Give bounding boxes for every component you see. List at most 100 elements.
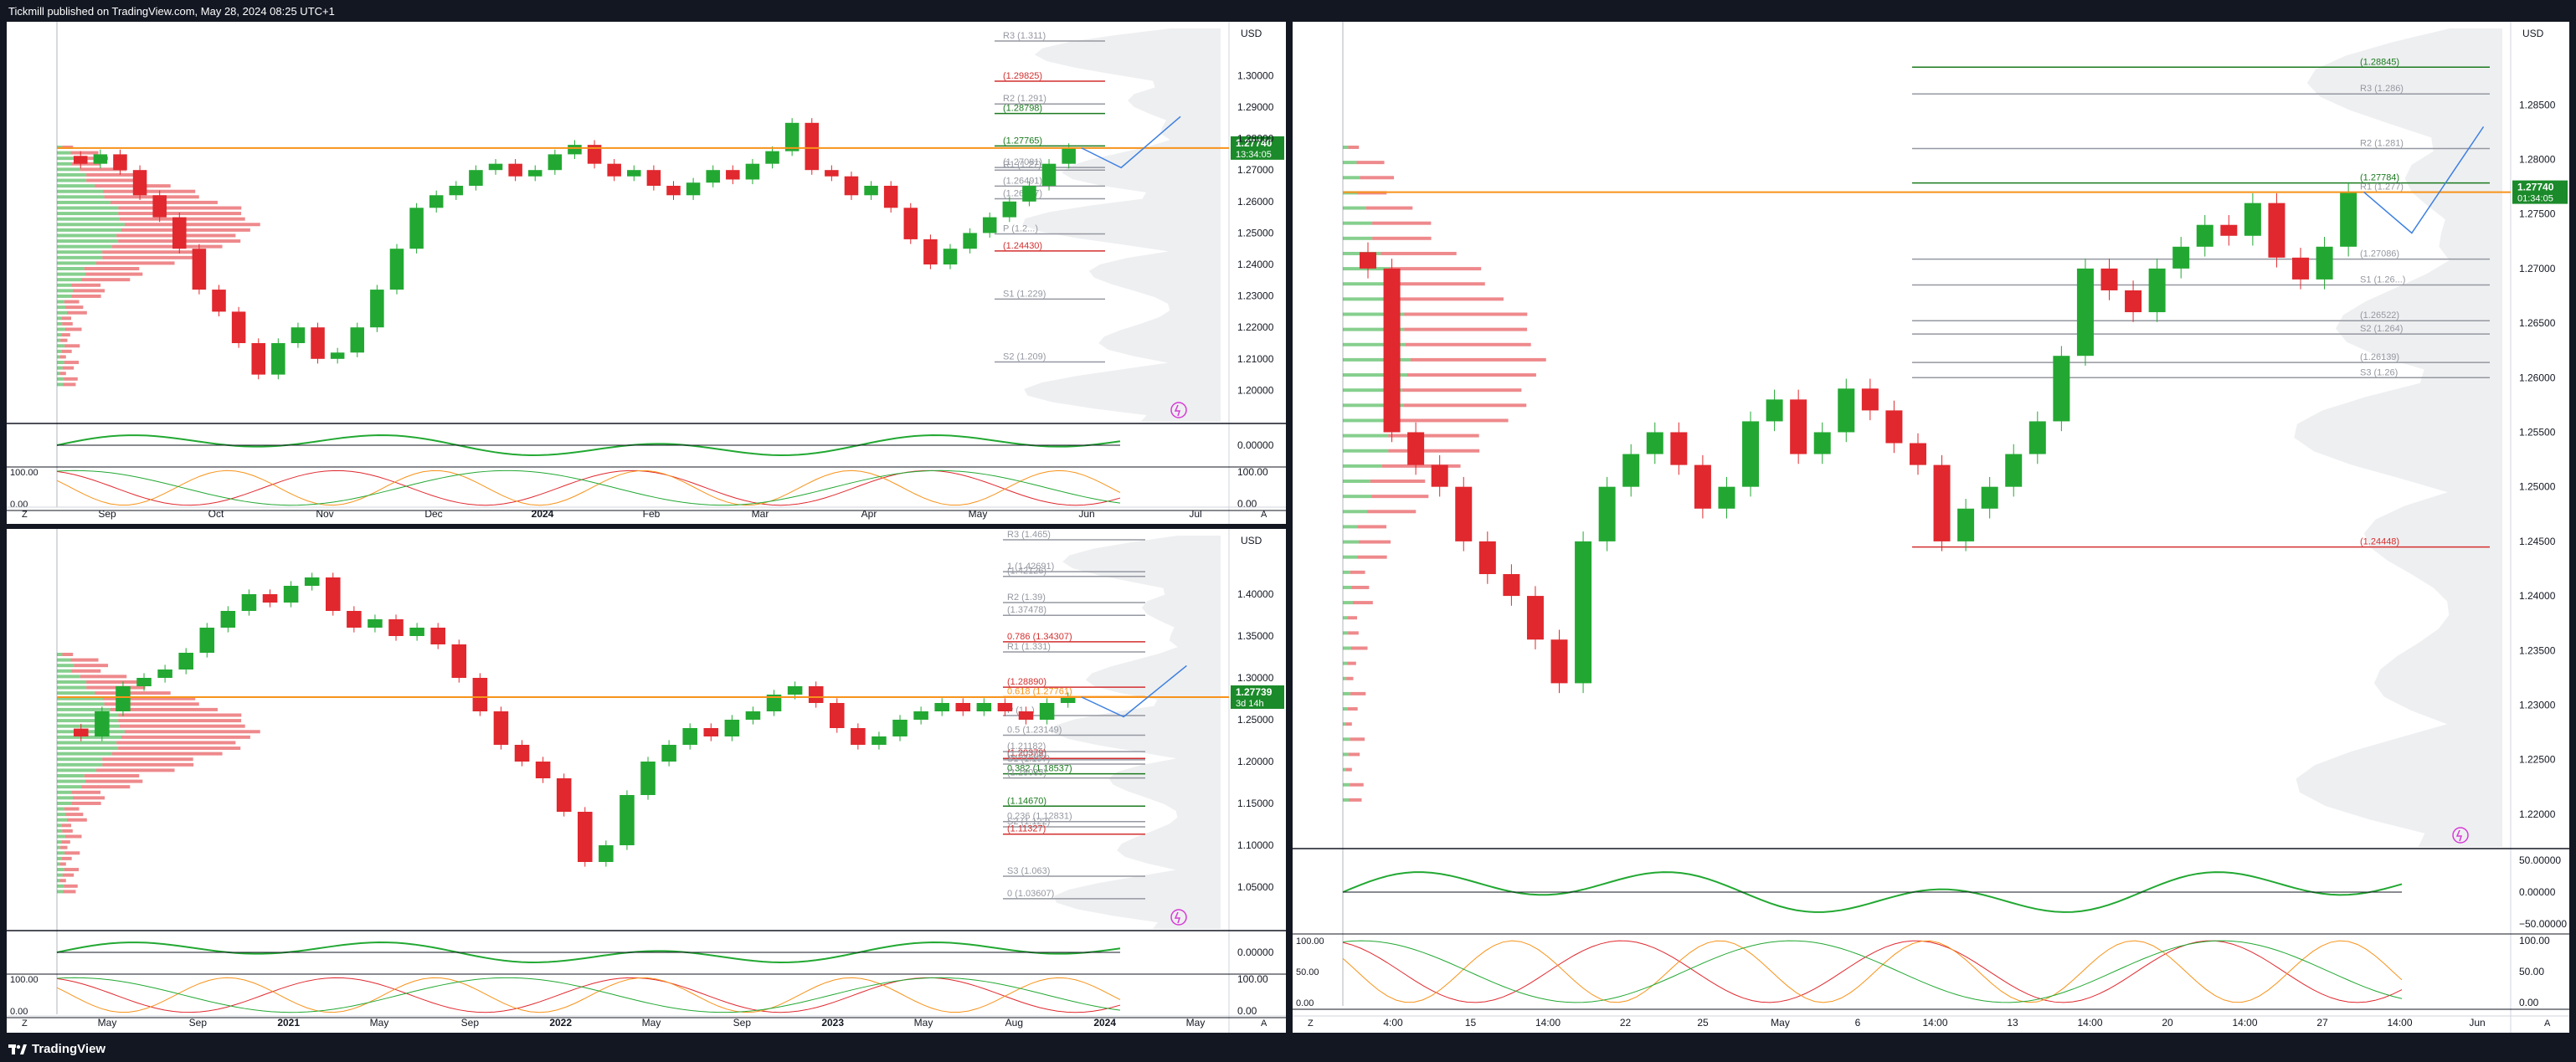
candle-body [2028,421,2046,454]
chart-panel-right[interactable]: (1.28845) R3 (1.286) R2 (1.281) (1.27784) R1… [1293,22,2569,1033]
level-label: (1.20379) [1007,748,1046,758]
candle-body [2005,454,2023,487]
candle-body [726,170,740,180]
candle-body [113,154,127,171]
volume-profile-bar-buy [57,244,112,249]
candle-body [514,745,530,762]
level-label: (1.11327) [1007,824,1046,834]
candle-body [251,343,265,375]
candle-body [913,711,928,720]
level-label: (1.18035) [1007,768,1046,778]
volume-profile-bar-sell [60,845,68,849]
volume-profile-bar-sell [61,840,70,844]
volume-profile-bar-sell [103,189,196,193]
volume-profile-bar-sell [1351,585,1370,589]
volume-profile-bar-buy [57,774,85,777]
time-tick-label: 14:00 [2077,1017,2102,1029]
rsi-line [56,941,1121,963]
stochastic-tick-label-left: 50.00 [1296,967,1319,977]
volume-profile-bar-sell [95,261,175,265]
volume-profile-bar-buy [57,675,80,679]
candle-body [703,728,719,736]
volume-profile-bar-sell [85,779,143,783]
candle-body [2340,192,2357,247]
volume-profile-bar-buy [57,338,61,342]
volume-profile-bar-sell [64,344,80,348]
candle-body [2125,290,2142,313]
candle-body [152,195,167,218]
candle-body [825,170,839,177]
volume-profile-bar-buy [57,372,60,376]
price-tick-label: 1.40000 [1237,588,1274,600]
volume-profile-bar-sell [62,829,73,833]
volume-profile-bar-sell [1396,297,1504,301]
volume-profile-bar-buy [1343,585,1352,589]
candle-body [409,208,424,249]
volume-profile-bar-buy [1343,342,1406,346]
candle-body [661,745,676,762]
volume-profile-bar-buy [57,289,74,293]
chart-panel-bottom-left[interactable]: R3 (1.465) 1 (1.42691) (1.42126) R2 (1.39) (… [7,529,1286,1033]
candle-body [409,628,424,636]
time-tick-label: 14:00 [2387,1017,2412,1029]
candle-body [578,812,593,862]
volume-profile-bar-buy [1343,752,1349,757]
candle-body [283,586,299,603]
volume-profile-bar-buy [57,172,87,177]
time-tick-label: 2024 [532,508,554,520]
price-tick-label: 1.27500 [2519,208,2556,220]
chart-panel-top-left[interactable]: R3 (1.311) (1.29825) R2 (1.291) (1.28798) (1… [7,22,1286,524]
volume-profile-bar-sell [102,250,193,254]
candlestick-chart-right[interactable]: (1.28845) R3 (1.286) R2 (1.281) (1.27784)R1… [1293,22,2569,1033]
level-label: R3 (1.465) [1007,530,1051,540]
level-label: 0.236 (1.12831) [1007,812,1072,822]
time-tick-label: 27 [2316,1017,2328,1029]
level-label: (1.21182) [1007,741,1046,752]
footer-brand: TradingView [32,1042,106,1056]
candlestick-chart-top-left[interactable]: R3 (1.311) (1.29825) R2 (1.291)(1.28798) (1… [7,22,1286,524]
volume-profile-bar-sell [62,653,74,656]
level-label: R1 (1.331) [1007,642,1051,652]
volume-profile-bar-sell [111,752,223,756]
volume-profile-bar-sell [70,658,99,662]
candle-body [1550,639,1568,684]
auto-scale-icon: A [2544,1018,2551,1029]
candle-body [1455,486,1473,541]
volume-profile-bar-buy [57,361,64,365]
candle-body [271,343,285,375]
candle-body [430,628,445,644]
volume-profile-bar-sell [95,768,175,772]
volume-profile-bar-buy [1343,691,1351,695]
volume-profile-bar-sell [1381,464,1461,468]
level-label: 0.382 (1.18537) [1007,764,1072,774]
level-label: R3 (1.311) [1003,31,1046,41]
volume-profile-bar-sell [59,372,66,376]
candle-body [666,186,681,196]
candle-body [1981,486,1998,509]
volume-profile-bar-buy [57,873,63,877]
volume-profile-bar-buy [57,333,62,337]
candle-body [1360,252,1376,269]
candle-body [587,145,602,164]
candle-body [892,720,908,736]
volume-profile-bar-buy [57,167,80,172]
volume-profile-bar-sell [1381,251,1457,255]
stochastic-tick-label: 0.00 [1237,498,1257,510]
level-label: R3 (1.286) [2360,84,2404,94]
candle-body [304,577,320,586]
volume-profile-bar-buy [1343,510,1368,514]
tradingview-logo-icon [8,1044,27,1054]
volume-profile-bar-sell [1357,555,1387,559]
volume-profile-bar-buy [1343,767,1346,772]
rsi-tick-label: −50.00000 [2519,918,2567,930]
candlestick-chart-bottom-left[interactable]: R3 (1.465) 1 (1.42691)(1.42126) R2 (1.39) (… [7,529,1286,1033]
volume-profile-right [1022,28,1221,422]
current-price-label-bg [2512,180,2568,204]
price-tick-label: 1.24000 [2519,590,2556,602]
candle-body [830,703,845,728]
volume-profile-bar-buy [57,840,62,844]
volume-profile-bar-buy [1343,282,1391,286]
volume-profile-bar-buy [57,879,60,883]
time-tick-label: May [642,1017,661,1029]
candle-body [1957,508,1975,541]
